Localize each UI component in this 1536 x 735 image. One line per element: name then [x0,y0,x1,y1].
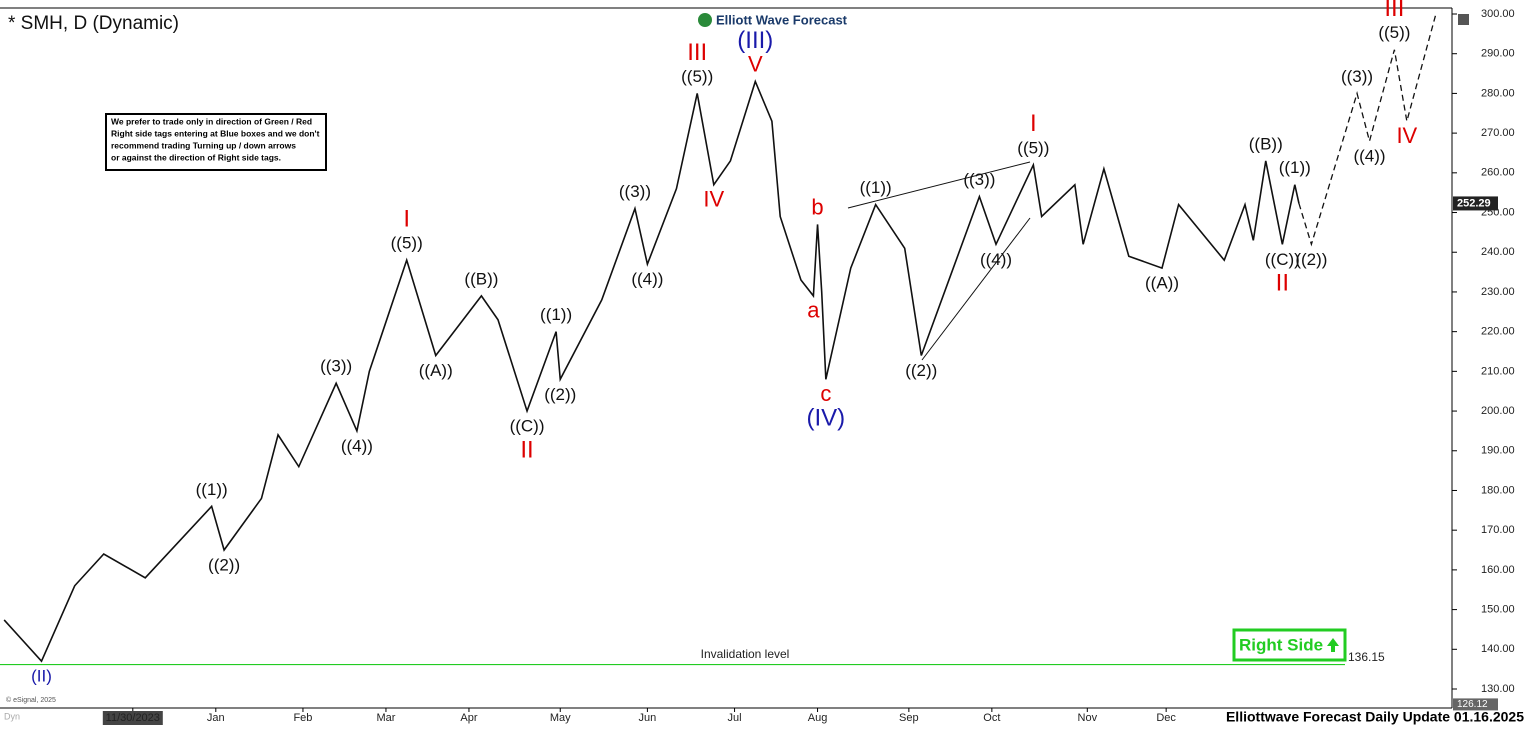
wave-label: ((3)) [619,182,651,201]
degree-label: (IV) [807,405,846,432]
wave-label: ((2)) [1295,250,1327,269]
invalidation-text: Invalidation level [701,647,790,661]
wave-label: ((4)) [980,250,1012,269]
y-tick-label: 200.00 [1481,405,1515,417]
wave-label: (II) [31,667,52,686]
wave-label: a [807,298,820,323]
wave-label: ((3)) [1341,67,1373,86]
mode: Dyn [4,711,20,721]
wave-label: ((C)) [510,417,545,436]
right-side-tag: Right Side [1239,635,1323,654]
y-tick-label: 280.00 [1481,87,1515,99]
y-tick-label: 270.00 [1481,127,1515,139]
wave-label: ((C)) [1265,250,1300,269]
wave-label: c [820,381,831,406]
copyright: © eSignal, 2025 [6,696,56,704]
y-tick-label: 130.00 [1481,683,1515,695]
wave-label: V [748,51,763,76]
wave-label: ((1)) [1279,158,1311,177]
x-tick-label: Feb [293,712,312,724]
wave-label: ((2)) [544,385,576,404]
note-line: or against the direction of Right side t… [111,152,281,162]
projection-line [1298,13,1437,247]
price-line [3,79,1300,663]
panel-icon[interactable] [1458,14,1469,25]
x-tick-label: Jul [728,712,742,724]
up-arrow [1327,638,1339,652]
note-line: We prefer to trade only in direction of … [111,116,312,126]
wave-label: ((3)) [320,357,352,376]
degree-label: III [687,39,707,66]
wave-label: ((B)) [1249,134,1283,153]
wave-label: ((5)) [391,234,423,253]
wave-label: ((2)) [208,556,240,575]
bottom-marker-box [1453,698,1498,711]
logo: Elliott Wave Forecast [716,12,848,27]
x-tick-label: Aug [808,712,828,724]
x-tick-label: Mar [376,712,395,724]
note-line: Right side tags entering at Blue boxes a… [111,128,320,138]
degree-label: II [520,436,533,463]
wave-label: ((A)) [419,361,453,380]
degree-label: I [403,206,410,233]
wave-label: ((2)) [905,361,937,380]
degree-label: III [1384,0,1404,22]
y-tick-label: 170.00 [1481,524,1515,536]
wave-label: ((B)) [464,269,498,288]
bottom-marker-label: 126.12 [1457,699,1488,710]
right-side-box [1232,628,1347,662]
x-tick-label: May [550,712,571,724]
invalidation-value: 136.15 [1348,650,1385,664]
y-tick-label: 210.00 [1481,365,1515,377]
wave-label: ((5)) [1017,138,1049,157]
y-tick-label: 260.00 [1481,167,1515,179]
y-tick-label: 220.00 [1481,326,1515,338]
wave-label: ((4)) [341,436,373,455]
x-tick-label: Nov [1078,712,1098,724]
wave-label: ((5)) [1378,23,1410,42]
y-tick-label: 180.00 [1481,484,1515,496]
y-tick-label: 290.00 [1481,48,1515,60]
y-tick-label: 240.00 [1481,246,1515,258]
x-tick-label: Sep [899,712,919,724]
wave-label: ((4)) [631,270,663,289]
wedge-line [921,217,1031,361]
wave-label: IV [703,187,724,212]
wave-label: ((1)) [540,305,572,324]
y-tick-label: 190.00 [1481,445,1515,457]
y-tick-label: 160.00 [1481,564,1515,576]
wedge-line [847,161,1031,209]
x-tick-label: Oct [983,712,1000,724]
wave-label: ((1)) [860,178,892,197]
y-tick-label: 150.00 [1481,603,1515,615]
wave-label: ((1)) [196,480,228,499]
footer: Elliottwave Forecast Daily Update 01.16.… [1226,709,1524,725]
y-tick-label: 140.00 [1481,643,1515,655]
wave-label: ((5)) [681,67,713,86]
last-price-label: 252.29 [1457,197,1491,209]
y-tick-label: 230.00 [1481,286,1515,298]
wave-label: b [811,194,823,219]
last-price-box [1453,196,1498,211]
x-tick-label: 11/30/2023 [106,712,160,724]
x-tick-label: Apr [460,712,477,724]
wave-label: ((4)) [1353,147,1385,166]
degree-label: (III) [737,27,773,54]
wave-label: ((A)) [1145,274,1179,293]
note-line: recommend trading Turning up / down arro… [111,140,296,150]
degree-label: I [1030,110,1037,137]
x-tick-label: Jan [207,712,225,724]
note-box [105,113,327,171]
degree-label: II [1276,270,1289,297]
chart-title: * SMH, D (Dynamic) [8,13,179,34]
wave-label: IV [1396,123,1417,148]
x-tick-label: Jun [639,712,657,724]
x-tick-label: Dec [1156,712,1176,724]
logo-icon [698,13,712,27]
wave-label: ((3)) [963,170,995,189]
y-tick-label: 300.00 [1481,8,1515,20]
x-tick-box [102,711,163,725]
